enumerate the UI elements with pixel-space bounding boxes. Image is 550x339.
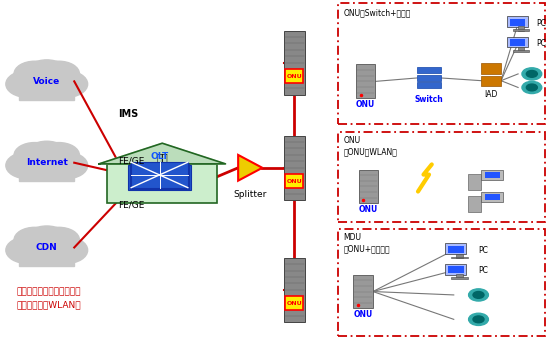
Text: CDN: CDN bbox=[36, 243, 58, 252]
Circle shape bbox=[473, 292, 484, 298]
FancyBboxPatch shape bbox=[285, 174, 303, 188]
FancyBboxPatch shape bbox=[481, 76, 501, 86]
Circle shape bbox=[14, 227, 55, 253]
Circle shape bbox=[26, 141, 68, 167]
Text: ONU: ONU bbox=[287, 301, 302, 306]
Text: PC: PC bbox=[478, 266, 488, 275]
FancyBboxPatch shape bbox=[284, 258, 305, 322]
Circle shape bbox=[45, 71, 87, 97]
Bar bbox=[19, 170, 74, 181]
Bar bbox=[451, 277, 468, 279]
Text: ONU: ONU bbox=[356, 100, 375, 109]
FancyBboxPatch shape bbox=[417, 82, 441, 88]
FancyBboxPatch shape bbox=[481, 192, 503, 202]
Text: OLT: OLT bbox=[150, 152, 169, 161]
Bar bbox=[513, 29, 529, 31]
Circle shape bbox=[45, 237, 87, 263]
Circle shape bbox=[39, 61, 79, 86]
Polygon shape bbox=[99, 143, 226, 164]
FancyBboxPatch shape bbox=[446, 243, 466, 254]
Text: ONU: ONU bbox=[287, 179, 302, 184]
Text: FE/GE: FE/GE bbox=[118, 201, 145, 210]
Text: Internet: Internet bbox=[26, 158, 68, 167]
Bar bbox=[19, 88, 74, 100]
Circle shape bbox=[39, 227, 79, 253]
Circle shape bbox=[526, 84, 537, 91]
FancyBboxPatch shape bbox=[468, 174, 481, 190]
Text: 机房: 机房 bbox=[156, 152, 168, 162]
FancyBboxPatch shape bbox=[130, 164, 189, 189]
FancyBboxPatch shape bbox=[128, 165, 191, 191]
FancyBboxPatch shape bbox=[468, 196, 481, 212]
FancyBboxPatch shape bbox=[485, 172, 500, 178]
FancyBboxPatch shape bbox=[456, 254, 463, 258]
Circle shape bbox=[18, 145, 76, 181]
FancyBboxPatch shape bbox=[284, 136, 305, 200]
FancyBboxPatch shape bbox=[510, 39, 525, 46]
Circle shape bbox=[18, 63, 76, 99]
FancyBboxPatch shape bbox=[448, 266, 464, 273]
Circle shape bbox=[14, 61, 55, 86]
Circle shape bbox=[469, 313, 488, 325]
Text: PC: PC bbox=[536, 39, 546, 48]
FancyBboxPatch shape bbox=[518, 26, 524, 31]
FancyBboxPatch shape bbox=[285, 296, 303, 311]
FancyBboxPatch shape bbox=[481, 63, 501, 74]
Circle shape bbox=[18, 230, 76, 265]
Text: ONU: ONU bbox=[359, 205, 378, 214]
FancyBboxPatch shape bbox=[359, 170, 378, 203]
Bar bbox=[451, 257, 468, 258]
Bar bbox=[513, 50, 529, 52]
Circle shape bbox=[14, 143, 55, 168]
Text: ONU: ONU bbox=[287, 74, 302, 79]
Text: MDU
（ONU+五类线）: MDU （ONU+五类线） bbox=[344, 233, 390, 253]
Text: ONU＋Switch+五类线: ONU＋Switch+五类线 bbox=[344, 8, 411, 18]
Text: FE/GE: FE/GE bbox=[118, 157, 145, 165]
FancyBboxPatch shape bbox=[507, 16, 528, 27]
FancyBboxPatch shape bbox=[285, 69, 303, 83]
FancyBboxPatch shape bbox=[518, 47, 524, 51]
Text: Splitter: Splitter bbox=[234, 190, 267, 199]
Text: ONU: ONU bbox=[353, 310, 373, 319]
FancyBboxPatch shape bbox=[446, 264, 466, 275]
Circle shape bbox=[522, 68, 542, 80]
Circle shape bbox=[6, 152, 49, 179]
FancyBboxPatch shape bbox=[131, 162, 188, 187]
Circle shape bbox=[6, 71, 49, 97]
FancyBboxPatch shape bbox=[485, 194, 500, 200]
FancyBboxPatch shape bbox=[507, 37, 528, 47]
Text: Switch: Switch bbox=[415, 95, 443, 104]
Circle shape bbox=[522, 81, 542, 94]
FancyBboxPatch shape bbox=[417, 75, 441, 81]
Text: IMS: IMS bbox=[118, 108, 139, 119]
Circle shape bbox=[45, 152, 87, 179]
Text: IAD: IAD bbox=[485, 90, 498, 99]
FancyBboxPatch shape bbox=[481, 170, 503, 180]
Text: ONU
（ONU＋WLAN）: ONU （ONU＋WLAN） bbox=[344, 136, 398, 156]
Text: PC: PC bbox=[536, 19, 546, 27]
Circle shape bbox=[39, 143, 79, 168]
Bar bbox=[107, 164, 217, 203]
FancyBboxPatch shape bbox=[456, 274, 463, 278]
FancyBboxPatch shape bbox=[284, 31, 305, 95]
Text: 光纤到楼道，用户家庭到楼
道为五类线或WLAN。: 光纤到楼道，用户家庭到楼 道为五类线或WLAN。 bbox=[16, 287, 81, 310]
Circle shape bbox=[473, 316, 484, 323]
Text: PC: PC bbox=[478, 246, 488, 255]
FancyBboxPatch shape bbox=[448, 246, 464, 253]
FancyBboxPatch shape bbox=[510, 19, 525, 26]
Circle shape bbox=[26, 60, 68, 86]
FancyBboxPatch shape bbox=[356, 64, 376, 98]
Circle shape bbox=[26, 226, 68, 252]
Circle shape bbox=[469, 289, 488, 301]
FancyBboxPatch shape bbox=[354, 275, 373, 308]
Text: Voice: Voice bbox=[33, 77, 60, 86]
Circle shape bbox=[6, 237, 49, 263]
FancyBboxPatch shape bbox=[417, 67, 441, 73]
Polygon shape bbox=[238, 155, 262, 181]
Bar bbox=[19, 254, 74, 266]
Circle shape bbox=[526, 71, 537, 77]
